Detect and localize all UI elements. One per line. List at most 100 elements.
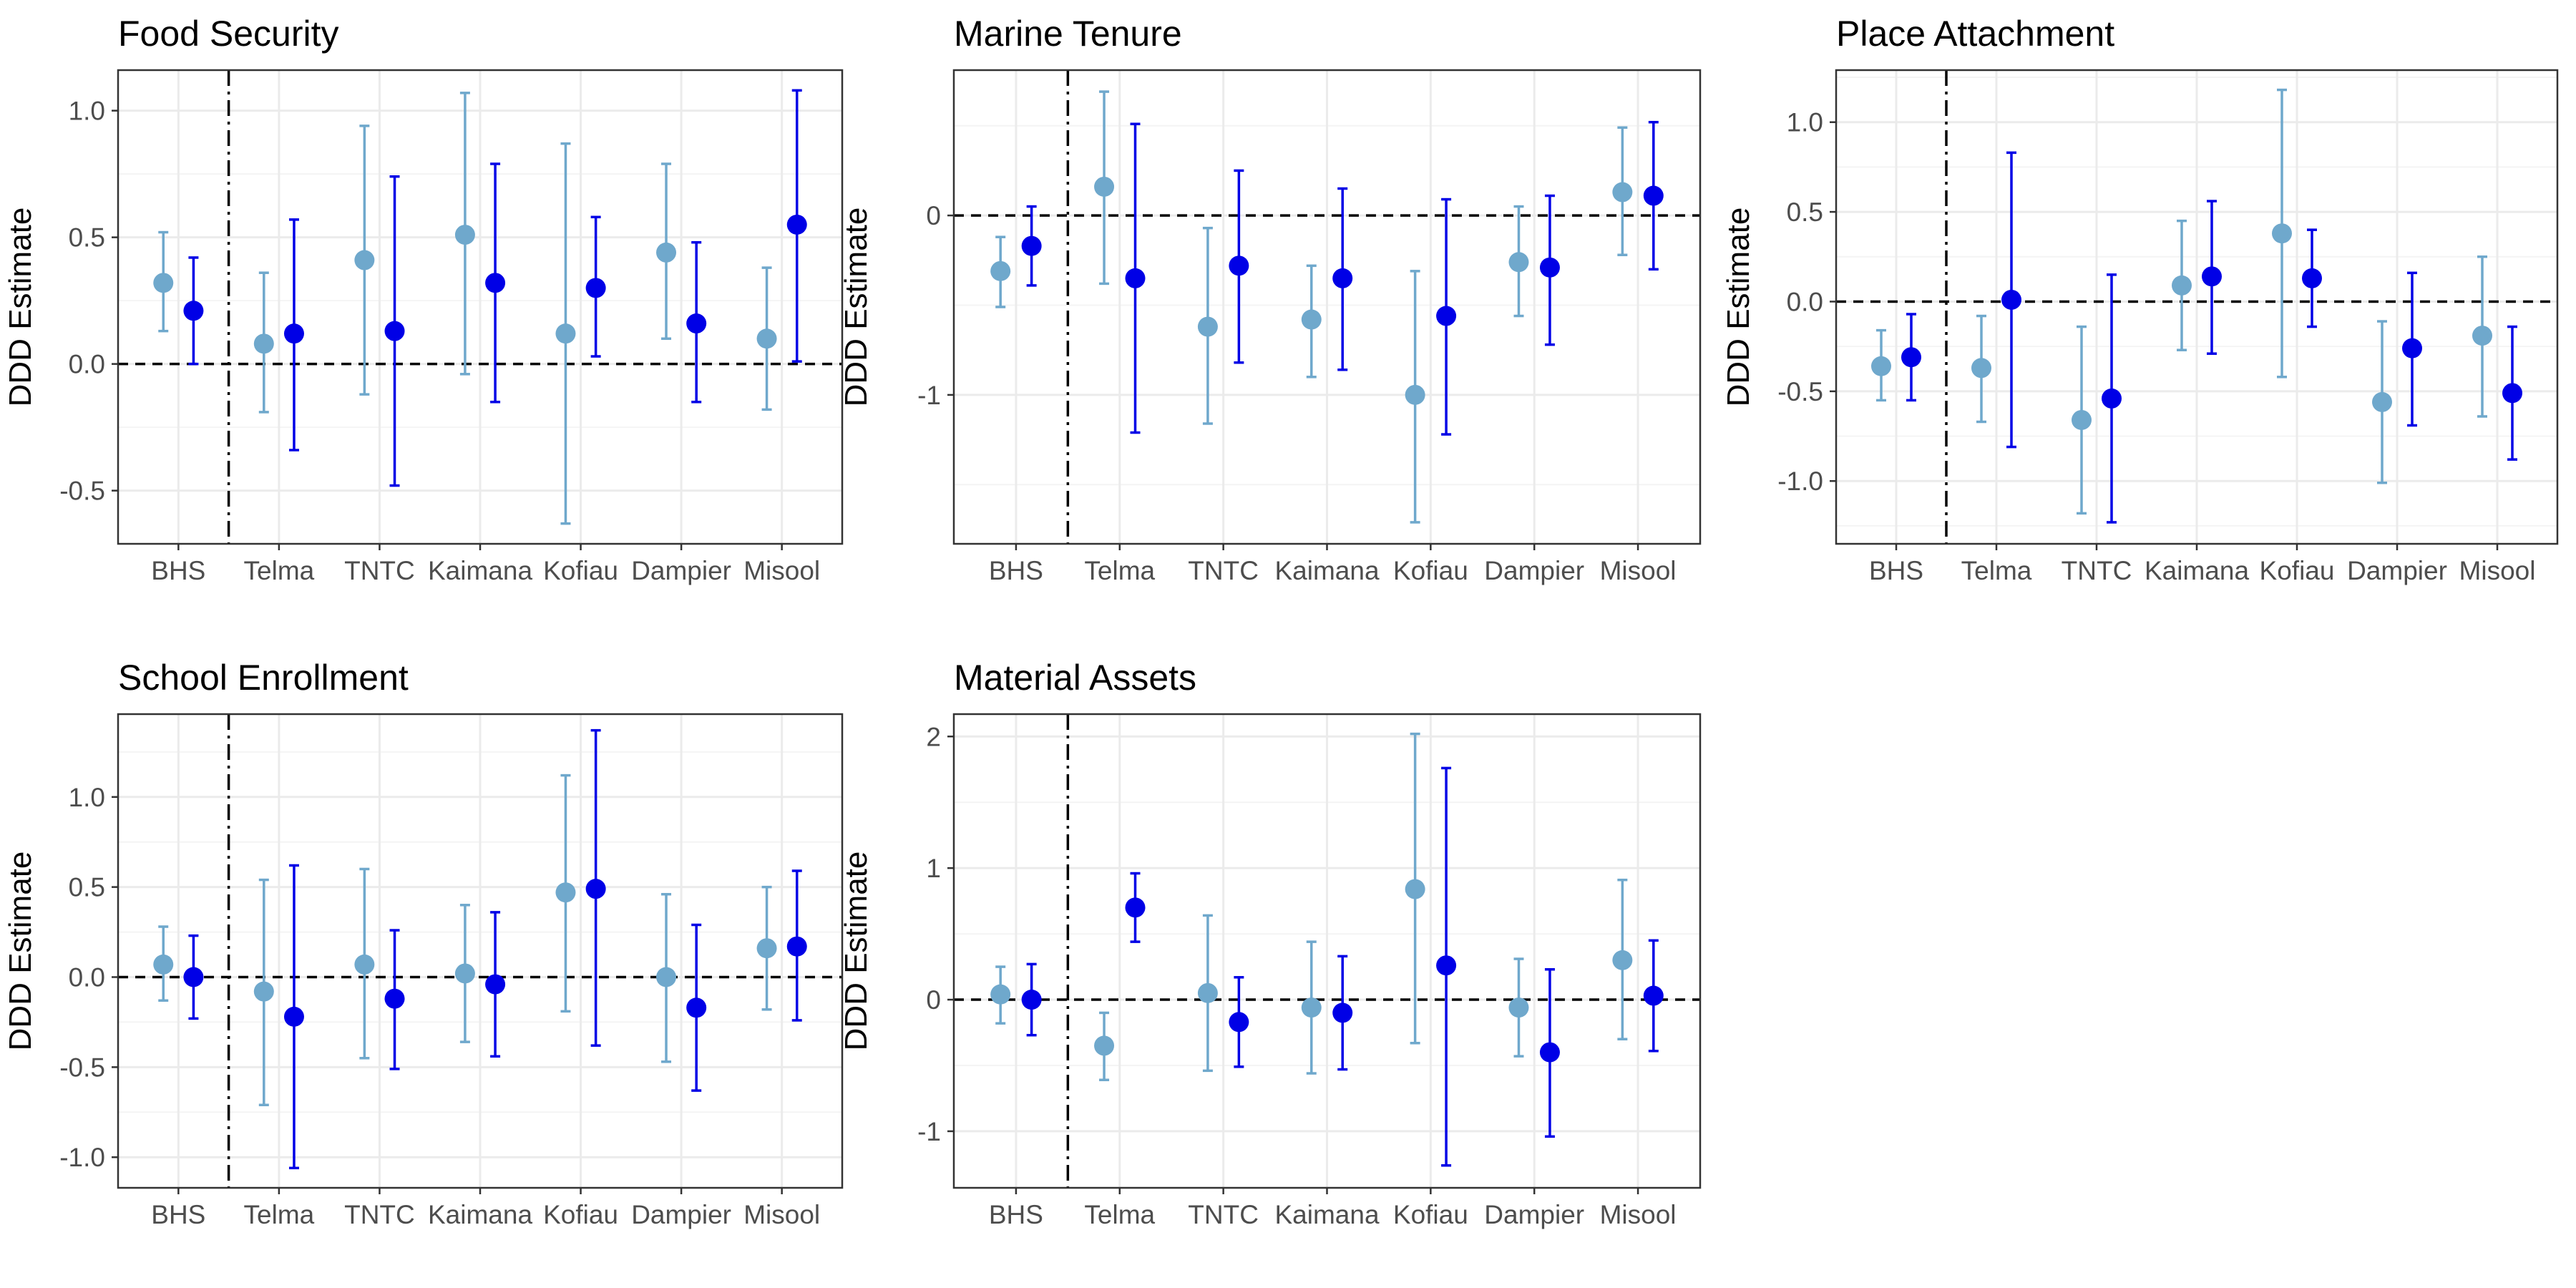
data-point bbox=[1094, 1035, 1115, 1056]
x-tick-label: Kaimana bbox=[428, 1200, 532, 1229]
y-tick-label: -0.5 bbox=[59, 1053, 105, 1082]
data-point bbox=[1229, 1012, 1249, 1033]
data-point bbox=[183, 301, 204, 321]
data-point bbox=[1021, 235, 1042, 256]
x-tick-label: Dampier bbox=[1484, 556, 1584, 585]
x-tick-label: Kaimana bbox=[1274, 1200, 1379, 1229]
data-point bbox=[283, 1006, 304, 1027]
x-tick-label: Misool bbox=[1600, 556, 1677, 585]
data-point bbox=[686, 997, 707, 1018]
x-tick-label: Dampier bbox=[631, 556, 731, 585]
x-tick-label: Kaimana bbox=[428, 556, 532, 585]
x-tick-label: Misool bbox=[743, 1200, 820, 1229]
x-tick-label: Kaimana bbox=[1274, 556, 1379, 585]
y-axis-title: DDD Estimate bbox=[3, 852, 38, 1051]
data-point bbox=[1643, 985, 1664, 1006]
data-point bbox=[384, 321, 405, 341]
panel-material-assets: -1 0 1 2 BHS Telma TNTC Kaimana Kofiau Dampier Mis… bbox=[839, 658, 1702, 1229]
data-point bbox=[1301, 309, 1322, 330]
data-point bbox=[2172, 275, 2192, 296]
data-point bbox=[1125, 897, 1146, 918]
y-tick-label: 1.0 bbox=[1787, 108, 1823, 137]
data-point bbox=[656, 967, 677, 987]
y-tick-label: 1.0 bbox=[69, 97, 105, 126]
data-point bbox=[585, 879, 606, 899]
data-point bbox=[686, 313, 707, 334]
x-tick-label: Telma bbox=[244, 1200, 315, 1229]
data-point bbox=[2202, 266, 2222, 287]
x-tick-label: Telma bbox=[1961, 556, 2032, 585]
x-tick-label: Kofiau bbox=[543, 1200, 618, 1229]
data-point bbox=[2372, 391, 2392, 412]
x-tick-label: BHS bbox=[1869, 556, 1923, 585]
y-tick-label: 0.5 bbox=[1787, 197, 1823, 227]
data-point bbox=[2502, 383, 2522, 404]
data-point bbox=[555, 882, 576, 903]
x-tick-label: BHS bbox=[989, 556, 1043, 585]
data-point bbox=[283, 323, 304, 344]
x-tick-label: BHS bbox=[989, 1200, 1043, 1229]
x-tick-label: Misool bbox=[1600, 1200, 1677, 1229]
data-point bbox=[485, 273, 506, 293]
data-point bbox=[454, 225, 475, 245]
panel-place-attachment: -1.0 -0.5 0.0 0.5 1.0 BHS Telma TNTC Kaimana Kofi… bbox=[1721, 14, 2559, 585]
data-point bbox=[354, 250, 375, 270]
y-axis-title: DDD Estimate bbox=[3, 208, 38, 407]
y-tick-label: 0 bbox=[926, 201, 941, 230]
data-point bbox=[2072, 409, 2092, 430]
y-tick-label: 0.5 bbox=[69, 223, 105, 253]
data-point bbox=[1405, 879, 1425, 899]
y-axis-title: DDD Estimate bbox=[1721, 208, 1756, 407]
data-point bbox=[1612, 182, 1633, 203]
data-point bbox=[1508, 252, 1529, 273]
data-point bbox=[183, 967, 204, 987]
data-point bbox=[2001, 289, 2021, 310]
data-point bbox=[2272, 223, 2292, 244]
data-point bbox=[1612, 950, 1633, 970]
data-point bbox=[1971, 358, 1991, 379]
data-point bbox=[153, 954, 174, 975]
data-point bbox=[1197, 982, 1218, 1003]
data-point bbox=[555, 323, 576, 344]
data-point bbox=[990, 260, 1011, 281]
x-tick-label: BHS bbox=[151, 1200, 205, 1229]
data-point bbox=[253, 333, 274, 354]
x-tick-label: TNTC bbox=[344, 556, 415, 585]
x-tick-label: TNTC bbox=[1188, 1200, 1259, 1229]
x-tick-label: Kofiau bbox=[543, 556, 618, 585]
panel-title: School Enrollment bbox=[118, 658, 409, 698]
data-point bbox=[1332, 268, 1353, 288]
data-point bbox=[384, 988, 405, 1009]
x-tick-label: Dampier bbox=[2347, 556, 2447, 585]
data-point bbox=[1539, 257, 1560, 278]
y-tick-label: -1.0 bbox=[1777, 467, 1823, 496]
data-point bbox=[2302, 268, 2322, 288]
data-point bbox=[756, 328, 777, 349]
data-point bbox=[1871, 356, 1891, 376]
x-tick-label: Telma bbox=[244, 556, 315, 585]
data-point bbox=[1125, 268, 1146, 288]
y-tick-label: -1.0 bbox=[59, 1143, 105, 1172]
x-tick-label: Kofiau bbox=[1393, 556, 1468, 585]
data-point bbox=[2402, 338, 2422, 358]
y-tick-label: 1 bbox=[926, 854, 941, 883]
y-tick-label: -0.5 bbox=[1777, 377, 1823, 406]
data-point bbox=[1197, 316, 1218, 337]
data-point bbox=[485, 974, 506, 995]
data-point bbox=[1508, 997, 1529, 1018]
y-tick-label: 1.0 bbox=[69, 783, 105, 812]
y-axis-title: DDD Estimate bbox=[839, 852, 874, 1051]
panel-title: Food Security bbox=[118, 14, 338, 54]
x-tick-label: Kofiau bbox=[1393, 1200, 1468, 1229]
y-tick-label: 2 bbox=[926, 722, 941, 751]
y-tick-label: 0.0 bbox=[69, 350, 105, 379]
data-point bbox=[253, 981, 274, 1002]
data-point bbox=[1436, 955, 1457, 976]
data-point bbox=[1901, 347, 1921, 368]
data-point bbox=[1332, 1002, 1353, 1023]
panel-title: Marine Tenure bbox=[954, 14, 1182, 54]
data-point bbox=[990, 984, 1011, 1005]
panel-title: Place Attachment bbox=[1836, 14, 2114, 54]
x-tick-label: TNTC bbox=[1188, 556, 1259, 585]
